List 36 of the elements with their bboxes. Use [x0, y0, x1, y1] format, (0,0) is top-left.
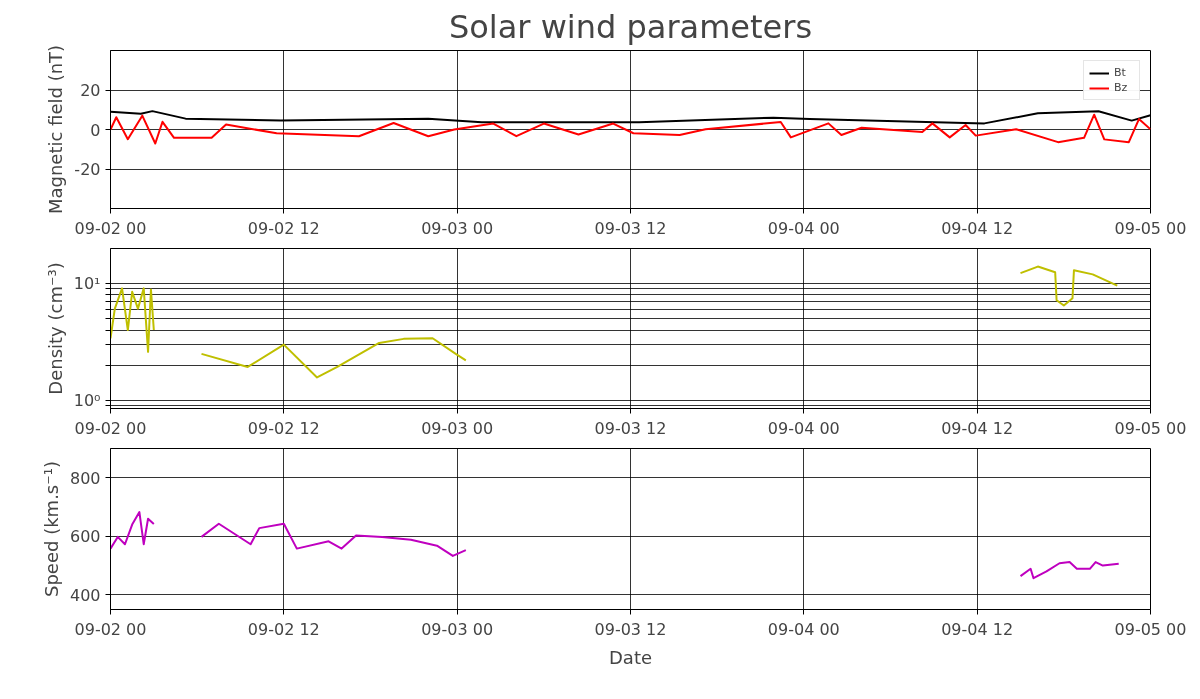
y-tick-label: 800	[69, 468, 101, 488]
y-tick-label: 10¹	[73, 274, 101, 294]
y-tick-label: -20	[74, 160, 101, 179]
legend-label: Bt	[1114, 66, 1127, 79]
x-tick-label: 09-05 00	[1114, 619, 1187, 639]
x-tick-label: 09-03 12	[594, 218, 667, 238]
x-tick-label: 09-02 12	[247, 418, 320, 438]
y-tick-label: 20	[80, 81, 101, 100]
x-tick-label: 09-03 00	[421, 619, 494, 639]
x-tick-label: 09-03 12	[594, 418, 667, 438]
legend-label: Bz	[1114, 81, 1129, 94]
x-tick-label: 09-05 00	[1114, 218, 1187, 238]
x-tick-label: 09-02 12	[247, 619, 320, 639]
x-tick-label: 09-04 12	[941, 418, 1014, 438]
x-tick-label: 09-02 00	[74, 619, 147, 639]
x-tick-label: 09-02 00	[74, 418, 147, 438]
x-tick-label: 09-03 12	[594, 619, 667, 639]
x-tick-label: 09-02 12	[247, 218, 320, 238]
x-tick-label: 09-04 00	[767, 418, 840, 438]
x-tick-label: 09-04 00	[767, 218, 840, 238]
y-axis-title: Speed (km.s⁻¹)	[40, 461, 62, 597]
x-tick-label: 09-04 12	[941, 619, 1014, 639]
x-tick-label: 09-05 00	[1114, 418, 1187, 438]
x-tick-label: 09-04 00	[767, 619, 840, 639]
x-tick-label: 09-02 00	[74, 218, 147, 238]
chart-title: Solar wind parameters	[448, 7, 813, 46]
y-axis-title: Density (cm⁻³)	[44, 262, 66, 395]
y-tick-label: 0	[90, 120, 101, 140]
y-tick-label: 600	[69, 527, 101, 547]
y-axis-title: Magnetic field (nT)	[45, 44, 67, 215]
y-tick-label: 10⁰	[73, 390, 101, 410]
x-axis-title: Date	[608, 646, 653, 668]
x-tick-label: 09-03 00	[421, 418, 494, 438]
x-tick-label: 09-03 00	[421, 218, 494, 238]
x-tick-label: 09-04 12	[941, 218, 1014, 238]
y-tick-label: 400	[69, 585, 101, 605]
